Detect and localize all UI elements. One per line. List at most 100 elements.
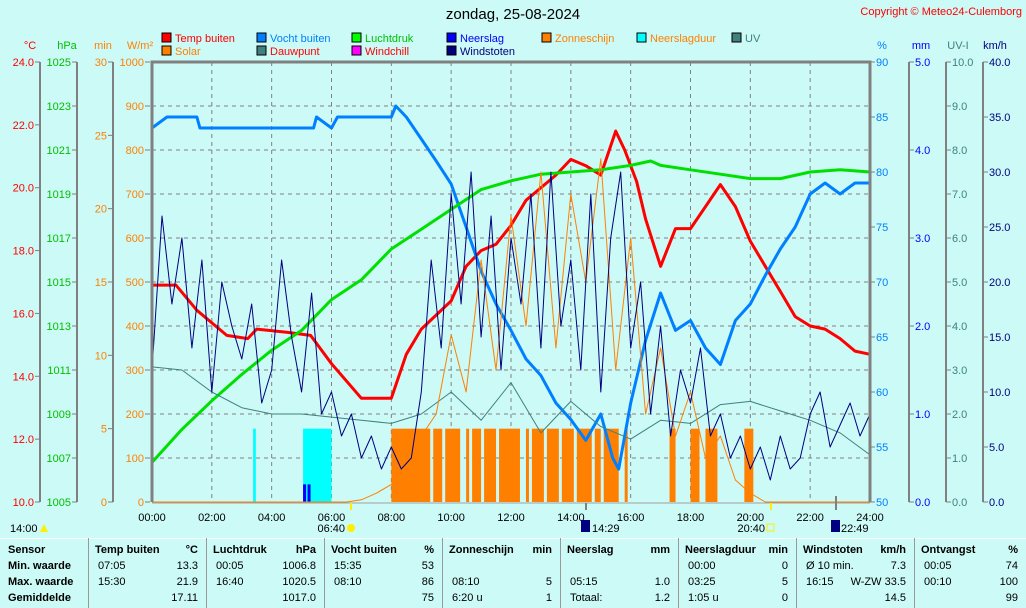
table-cell-value: 1 <box>545 592 552 604</box>
axis-tick-label: 55 <box>876 442 888 454</box>
series-luchtdruk <box>150 159 871 464</box>
x-tick-label: 08:00 <box>378 512 406 524</box>
axis-unit-label: km/h <box>983 40 1007 52</box>
table-cell-value: W-ZW 33.5 <box>850 576 906 588</box>
legend-label: Luchtdruk <box>365 33 414 45</box>
axis-unit-label: UV-I <box>947 40 968 52</box>
axis-tick-label: 80 <box>876 167 888 179</box>
x-tick-label: 22:00 <box>796 512 824 524</box>
legend-label: Dauwpunt <box>270 46 320 58</box>
table-cell-value: 14.5 <box>884 592 906 604</box>
moonset-time: 22:49 <box>841 523 869 535</box>
bar-zonneschijn <box>391 428 431 502</box>
table-cell-time: 03:25 <box>688 576 716 588</box>
moonrise-time: 14:29 <box>592 523 620 535</box>
table-column-separator <box>560 538 561 608</box>
legend-label: Solar <box>175 46 201 58</box>
bar-zonneschijn <box>472 428 482 502</box>
table-cell-value: 0 <box>781 592 788 604</box>
legend-label: Windchill <box>365 46 409 58</box>
moonrise-icon <box>581 520 590 532</box>
axis-tick-label: 3.0 <box>952 365 967 377</box>
bar-zonneschijn <box>546 428 559 502</box>
axis-tick-label: 900 <box>126 101 144 113</box>
axis-tick-label: 5 <box>101 424 107 436</box>
bar-zonneschijn <box>561 428 574 502</box>
axis-tick-label: 70 <box>876 277 888 289</box>
table-section-unit: % <box>424 544 434 556</box>
axis-unit-label: °C <box>24 40 36 52</box>
table-section-header: Neerslag <box>567 544 614 556</box>
axis-tick-label: 4.0 <box>915 145 930 157</box>
bar-neerslagduur <box>303 428 332 502</box>
legend-swatch <box>446 45 457 56</box>
chart-title: zondag, 25-08-2024 <box>445 6 581 23</box>
x-tick-label: 10:00 <box>437 512 465 524</box>
table-cell-time: 00:05 <box>924 560 952 572</box>
axis-tick-label: 15.0 <box>989 332 1010 344</box>
axis-unit-label: mm <box>912 40 930 52</box>
table-cell-time: 15:30 <box>98 576 126 588</box>
axis-tick-label: 1019 <box>47 189 71 201</box>
axis-tick-label: 60 <box>876 387 888 399</box>
axis-tick-label: 1011 <box>47 365 71 377</box>
moon-phase-time: 14:00 <box>10 523 38 535</box>
moon-icon <box>40 524 48 532</box>
axis-tick-label: 20 <box>95 204 107 216</box>
sunrise-time: 06:40 <box>317 523 345 535</box>
table-cell-time: 16:40 <box>216 576 244 588</box>
table-column-separator <box>796 538 797 608</box>
x-tick-label: 02:00 <box>198 512 226 524</box>
table-cell-time: 00:05 <box>216 560 244 572</box>
bar-zonneschijn <box>705 428 718 502</box>
x-tick-label: 16:00 <box>617 512 645 524</box>
table-column-separator <box>442 538 443 608</box>
table-cell-value: 5 <box>545 576 552 588</box>
bar-zonneschijn <box>603 428 619 502</box>
moonset-icon <box>831 520 840 532</box>
axis-tick-label: 500 <box>126 277 144 289</box>
axis-tick-label: 50 <box>876 497 888 509</box>
table-cell-time: 00:00 <box>688 560 716 572</box>
plot-frame <box>150 60 872 502</box>
axis-tick-label: 22.0 <box>13 120 34 132</box>
axis-tick-label: 4.0 <box>952 321 967 333</box>
table-section-header: Ontvangst <box>921 544 976 556</box>
axis-tick-label: 14.0 <box>13 371 34 383</box>
axis-tick-label: 0.0 <box>915 497 930 509</box>
axis-tick-label: 0 <box>138 497 144 509</box>
table-cell-value: 75 <box>421 592 434 604</box>
legend-swatch <box>636 32 647 43</box>
table-section-unit: min <box>768 544 788 556</box>
legend-label: Temp buiten <box>175 33 235 45</box>
legend-swatch <box>731 32 742 43</box>
x-tick-label: 12:00 <box>497 512 525 524</box>
table-cell-value: 99 <box>1005 592 1018 604</box>
axis-tick-label: 5.0 <box>989 442 1004 454</box>
axis-tick-label: 65 <box>876 332 888 344</box>
table-cell-time: 08:10 <box>334 576 362 588</box>
table-cell-time: Totaal: <box>570 592 603 604</box>
table-section-unit: mm <box>650 544 670 556</box>
table-header-sensor: Sensor <box>8 544 46 556</box>
bar-zonneschijn <box>525 428 529 502</box>
bar-zonneschijn <box>576 428 592 502</box>
x-tick-label: 06:00 <box>318 512 346 524</box>
axis-tick-label: 30 <box>95 57 107 69</box>
axis-tick-label: 1.0 <box>952 453 967 465</box>
table-section-header: Luchtdruk <box>213 544 267 556</box>
bar-zonneschijn <box>433 428 443 502</box>
sun-icon <box>347 524 355 532</box>
table-cell-time: Ø 10 min. <box>806 560 854 572</box>
legend-label: Vocht buiten <box>270 33 331 45</box>
axis-tick-label: 300 <box>126 365 144 377</box>
axis-tick-label: 1013 <box>47 321 71 333</box>
axis-tick-label: 1017 <box>47 233 71 245</box>
table-column-separator <box>678 538 679 608</box>
axis-tick-label: 800 <box>126 145 144 157</box>
axis-tick-label: 1015 <box>47 277 71 289</box>
weather-chart: °C10.012.014.016.018.020.022.024.0hPa100… <box>10 32 1010 535</box>
axis-tick-label: 1023 <box>47 101 71 113</box>
axis-tick-label: 40.0 <box>989 57 1010 69</box>
table-column-separator <box>324 538 325 608</box>
